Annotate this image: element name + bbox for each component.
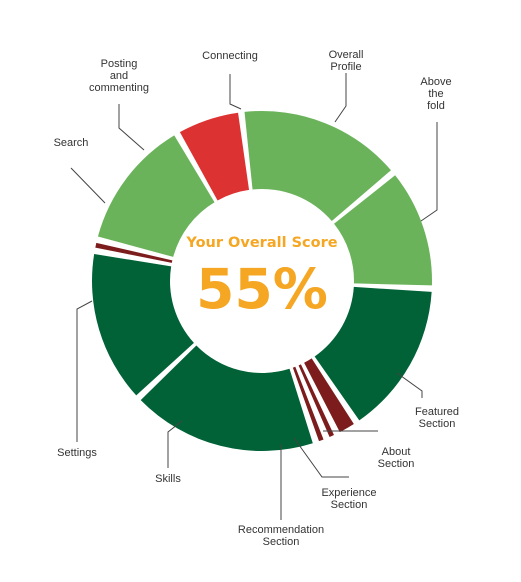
- leader-line-posting-and-commenting: [118, 104, 145, 151]
- leader-line-above-the-fold: [420, 122, 438, 222]
- slice-overall-profile: [244, 111, 391, 222]
- slice-settings: [92, 254, 194, 396]
- leader-line-experience-section: [293, 437, 349, 478]
- leader-lines: [70, 73, 438, 520]
- center-value: 55%: [196, 257, 328, 321]
- leader-line-skills: [167, 420, 183, 468]
- slice-labels: Overall Profile Above the fold Featured Sectio…: [54, 49, 459, 548]
- leader-line-connecting: [229, 74, 242, 110]
- slice-featured-section: [314, 286, 432, 421]
- slice-about-section: [304, 358, 354, 433]
- slice-label-recommendation-section: Recommendation Section: [238, 524, 324, 548]
- slice-recommendation-section: [292, 366, 324, 442]
- slice-posting-and-commenting: [97, 135, 215, 257]
- slice-search: [95, 242, 173, 263]
- slice-label-featured-section: Featured Section: [415, 406, 459, 430]
- center-title: Your Overall Score: [185, 235, 337, 251]
- slice-label-about-section: About Section: [378, 446, 415, 470]
- slice-connecting: [179, 112, 250, 201]
- slice-label-settings: Settings: [57, 447, 97, 459]
- leader-line-settings: [76, 300, 93, 442]
- slice-label-posting-and-commenting: Posting and commenting: [89, 58, 149, 94]
- leader-line-featured-section: [396, 372, 423, 398]
- donut-slices: [92, 111, 432, 452]
- slice-label-above-the-fold: Above the fold: [420, 76, 451, 112]
- slice-above-the-fold: [334, 175, 432, 286]
- slice-experience-section: [298, 364, 334, 437]
- slice-label-skills: Skills: [155, 473, 181, 485]
- leader-line-search: [70, 167, 106, 204]
- slice-label-connecting: Connecting: [202, 50, 258, 62]
- leader-line-overall-profile: [334, 73, 347, 123]
- slice-label-search: Search: [54, 137, 89, 149]
- slice-label-overall-profile: Overall Profile: [329, 49, 364, 73]
- slice-skills: [140, 345, 313, 452]
- slice-label-experience-section: Experience Section: [321, 487, 376, 511]
